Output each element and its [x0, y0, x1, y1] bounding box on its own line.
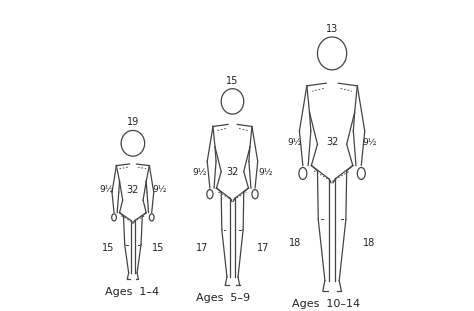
Text: 15: 15	[101, 243, 114, 253]
Text: 32: 32	[127, 185, 139, 195]
Text: 9½: 9½	[152, 185, 167, 194]
Text: 32: 32	[326, 137, 338, 147]
Text: 17: 17	[195, 243, 208, 253]
Text: Ages  5–9: Ages 5–9	[196, 293, 250, 303]
Text: 15: 15	[152, 243, 164, 253]
Text: 17: 17	[257, 243, 269, 253]
Text: 15: 15	[226, 76, 239, 86]
Text: 19: 19	[127, 118, 139, 128]
Text: 32: 32	[226, 167, 239, 177]
Text: 18: 18	[363, 238, 375, 248]
Text: 9½: 9½	[362, 138, 376, 147]
Text: Ages  10–14: Ages 10–14	[292, 299, 360, 309]
Text: 9½: 9½	[99, 185, 113, 194]
Text: 9½: 9½	[288, 138, 302, 147]
Text: 9½: 9½	[192, 168, 207, 177]
Text: 13: 13	[326, 24, 338, 34]
Text: Ages  1–4: Ages 1–4	[105, 287, 159, 297]
Text: 9½: 9½	[258, 168, 273, 177]
Text: 18: 18	[289, 238, 301, 248]
